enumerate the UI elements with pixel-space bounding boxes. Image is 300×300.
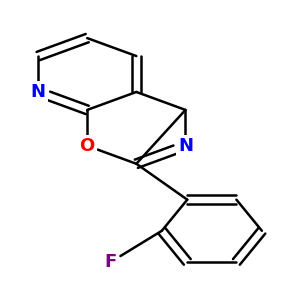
Text: N: N	[31, 83, 46, 101]
Text: O: O	[80, 137, 95, 155]
Text: F: F	[105, 253, 117, 271]
Text: N: N	[178, 137, 193, 155]
